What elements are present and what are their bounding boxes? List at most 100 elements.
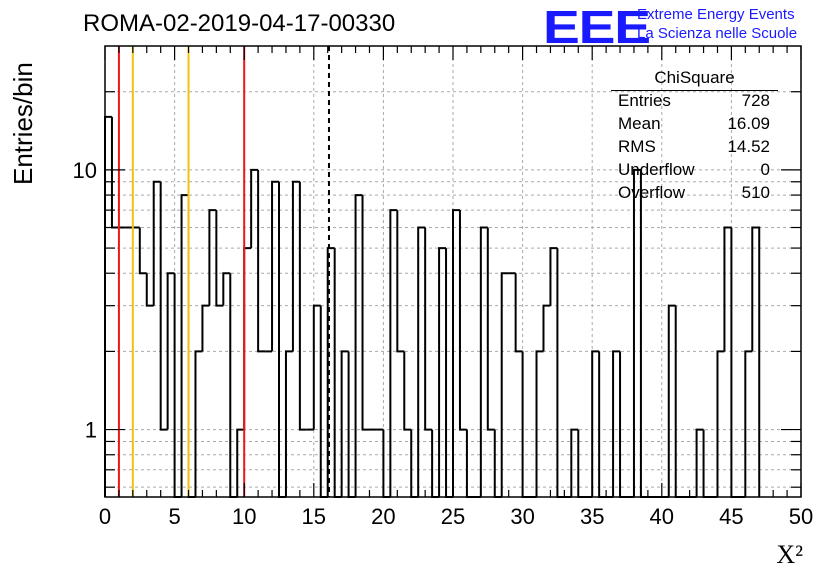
stats-label: Entries (618, 91, 671, 110)
histogram-bin (667, 304, 676, 497)
histogram-bin (271, 180, 279, 352)
stats-row-mean: Mean 16.09 (611, 114, 778, 137)
x-tick-label: 20 (371, 504, 395, 529)
x-tick-label: 15 (302, 504, 326, 529)
histogram-bin (479, 226, 488, 497)
histogram-bin (333, 248, 342, 498)
histogram-bin (257, 169, 266, 353)
histogram-bin (556, 248, 565, 498)
x-axis-label: X² (776, 540, 803, 569)
x-tick-label: 40 (650, 504, 674, 529)
stats-value: 0 (760, 160, 770, 179)
eee-logo: EEE (543, 1, 651, 53)
x-tick-label: 35 (580, 504, 604, 529)
histogram-bin (159, 181, 168, 431)
histogram-bin (521, 351, 530, 498)
x-tick-label: 10 (232, 504, 256, 529)
histogram-bin (417, 226, 426, 497)
stats-row-rms: RMS 14.52 (611, 137, 778, 160)
histogram-bin (591, 350, 600, 497)
x-tick-label: 45 (719, 504, 743, 529)
histogram-bin (632, 168, 641, 497)
stats-label: Underflow (618, 160, 695, 179)
histogram-bin (598, 351, 607, 498)
stats-row-entries: Entries 728 (611, 91, 778, 114)
histogram-bin (312, 304, 321, 430)
chart-title: ROMA-02-2019-04-17-00330 (83, 10, 396, 37)
histogram-bin (138, 227, 147, 275)
x-tick-label: 30 (510, 504, 534, 529)
histogram-bin (458, 210, 467, 431)
histogram-bin (500, 272, 509, 497)
stats-value: 510 (741, 183, 770, 202)
x-tick-label: 5 (168, 504, 180, 529)
histogram-bin (723, 226, 732, 352)
histogram-bin (445, 248, 453, 498)
histogram-bin (145, 273, 154, 307)
histogram-bin (639, 169, 648, 498)
histogram-bin (326, 247, 335, 497)
histogram-bin (570, 428, 579, 497)
histogram-bin (486, 227, 495, 431)
histogram-bin (542, 304, 551, 352)
histogram-bin (396, 210, 405, 353)
histogram-bin (166, 272, 175, 430)
histogram-bin (751, 226, 761, 497)
histogram-bin (347, 351, 356, 498)
histogram-bin (152, 180, 161, 306)
histogram-bin (674, 305, 683, 498)
x-tick-label: 0 (99, 504, 111, 529)
stats-value: 16.09 (727, 114, 770, 133)
histogram-bin (438, 247, 447, 497)
stats-row-overflow: Overflow 510 (611, 183, 778, 206)
histogram-bin (243, 247, 252, 430)
histogram-bin (424, 227, 433, 431)
histogram-bin (222, 272, 231, 306)
histogram-bin (695, 428, 704, 497)
histogram-bin (201, 304, 210, 352)
histogram-bin (104, 115, 112, 497)
histogram-bin (291, 180, 300, 352)
histogram-bin (730, 227, 739, 498)
logo-line-1: Extreme Energy Events (637, 6, 795, 23)
histogram-bin (403, 351, 412, 431)
stats-value: 14.52 (727, 137, 770, 156)
stats-label: Overflow (618, 183, 686, 202)
histogram-bin (744, 350, 753, 497)
histogram-bin (549, 247, 558, 306)
histogram-bin (619, 351, 627, 498)
y-tick-label: 10 (73, 158, 97, 183)
histogram-bin (173, 273, 182, 498)
y-tick-label: 1 (85, 418, 97, 443)
histogram-bin (716, 350, 725, 497)
histogram-bin (208, 209, 217, 306)
histogram-bin (452, 209, 460, 497)
histogram-bin (354, 194, 363, 497)
histogram-bin (110, 116, 119, 229)
logo-line-2: La Scienza nelle Scuole (637, 25, 798, 42)
stats-box: ChiSquare Entries 728 Mean 16.09 RMS 14.… (611, 66, 778, 206)
histogram-bin (229, 273, 238, 498)
x-tick-label: 25 (441, 504, 465, 529)
stats-value: 728 (741, 91, 770, 110)
histogram-bin (535, 350, 544, 497)
histogram-bin (194, 350, 203, 497)
histogram-bin (180, 194, 189, 497)
histogram-bin (278, 181, 286, 498)
histogram-bin (319, 305, 328, 498)
histogram-bin (215, 210, 224, 307)
histogram-bin (612, 350, 621, 497)
stats-row-underflow: Underflow 0 (611, 160, 778, 183)
histogram-bin (284, 350, 293, 497)
stats-label: Mean (618, 114, 661, 133)
histogram-bin (236, 428, 245, 497)
histogram-bin (187, 195, 196, 498)
histogram-bin (361, 195, 370, 431)
histogram-bin (389, 209, 398, 497)
histogram-bin (340, 350, 349, 497)
stats-name: ChiSquare (611, 66, 778, 91)
histogram-bin (514, 273, 523, 353)
x-tick-label: 50 (789, 504, 813, 529)
y-axis-label: Entries/bin (8, 62, 38, 185)
